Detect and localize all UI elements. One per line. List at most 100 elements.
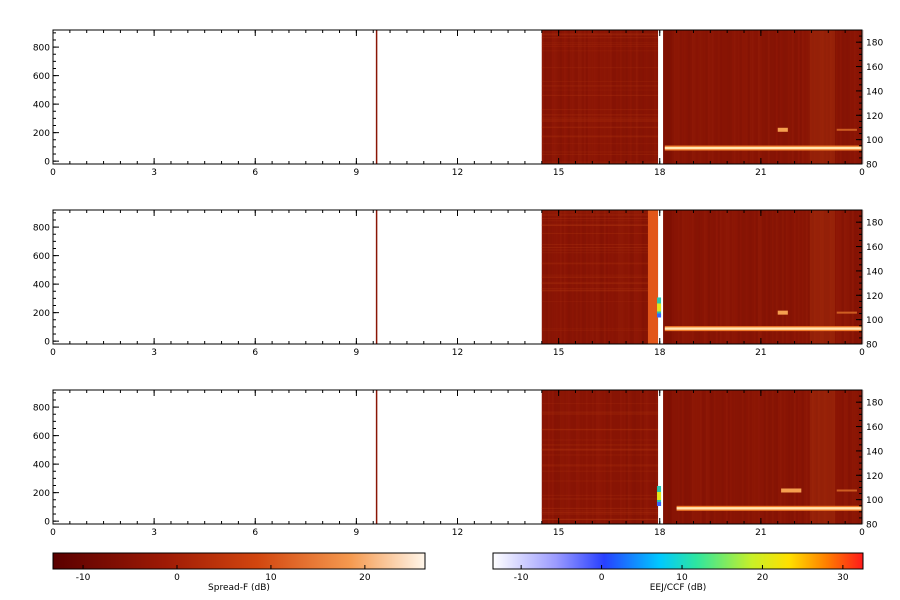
y-right-tick-label: 100 [866,496,883,506]
heatmap-texture [541,444,659,446]
heatmap-texture [637,390,640,524]
heatmap-texture [762,30,764,164]
heatmap-texture [637,210,640,344]
heatmap-texture [565,30,568,164]
heatmap-texture [686,30,688,164]
heatmap-texture [557,390,560,524]
heatmap-texture [553,210,556,344]
heatmap-texture [749,210,752,344]
x-tick-label: 15 [553,168,564,178]
heatmap-texture [675,30,678,164]
heatmap-texture [663,30,672,164]
heatmap-texture [541,153,659,155]
colorbar-label: Spread-F (dB) [208,583,270,593]
heatmap-texture [775,30,778,164]
heatmap-texture [723,210,726,344]
heatmap-texture [807,210,810,344]
heatmap-texture [541,224,659,226]
heatmap-texture [767,210,770,344]
echo-patch [781,488,802,493]
y-tick-label: 400 [33,101,50,111]
heatmap-texture [861,30,864,164]
heatmap-texture [577,390,580,524]
heatmap-texture [815,30,818,164]
heatmap-texture [825,30,828,164]
heatmap-texture [621,30,624,164]
heatmap-texture [693,390,696,524]
heatmap-texture [821,210,824,344]
heatmap-texture [541,448,659,450]
heatmap-texture [618,390,620,524]
heatmap-texture [549,210,552,344]
heatmap-texture [563,210,566,344]
heatmap-texture [541,498,659,500]
heatmap-texture [553,30,556,164]
heatmap-texture [541,161,659,163]
heatmap-texture [547,390,550,524]
heatmap-texture [795,210,798,344]
heatmap-texture [813,210,816,344]
y-right-tick-label: 100 [866,316,883,326]
heatmap-texture [561,390,564,524]
y-right-tick-label: 180 [866,219,883,229]
heatmap-texture [619,30,622,164]
heatmap-texture [541,117,659,119]
heatmap-texture [809,210,836,344]
heatmap-texture [547,210,550,344]
heatmap-texture [687,390,690,524]
heatmap-texture [685,390,688,524]
heatmap-texture [855,390,858,524]
heatmap-texture [791,30,794,164]
heatmap-texture [633,210,636,344]
echo-patch [777,127,788,132]
heatmap-texture [541,243,659,245]
heatmap-texture [595,390,598,524]
heatmap-texture [801,210,804,344]
heatmap-texture [807,30,810,164]
heatmap-texture [689,30,692,164]
heatmap-texture [769,210,772,344]
heatmap-texture [541,80,659,82]
y-tick-label: 800 [33,224,50,234]
heatmap-texture [623,210,626,344]
heatmap-texture [705,30,708,164]
heatmap-texture [853,390,856,524]
x-tick-label: 12 [452,168,463,178]
heatmap-texture [541,514,659,516]
heatmap-texture [793,30,796,164]
heatmap-texture [754,30,756,164]
heatmap-texture [643,390,646,524]
heatmap-texture [647,30,650,164]
y-right-tick-label: 180 [866,399,883,409]
heatmap-texture [840,390,842,524]
heatmap-texture [727,390,730,524]
heatmap-texture [639,30,642,164]
heatmap-texture [679,30,682,164]
heatmap-texture [839,210,842,344]
heatmap-texture [541,464,659,466]
heatmap-texture [707,210,710,344]
heatmap-texture [691,390,694,524]
heatmap-texture [653,30,656,164]
heatmap-texture [785,390,788,524]
x-tick-label: 0 [50,528,56,538]
heatmap-texture [635,30,638,164]
heatmap-texture [703,210,706,344]
heatmap-texture [541,44,659,46]
heatmap-texture [709,30,712,164]
x-tick-label: 3 [151,528,157,538]
heatmap-texture [541,211,659,213]
heatmap-texture [811,390,814,524]
heatmap-texture [746,390,748,524]
heatmap-texture [700,210,702,344]
y-right-tick-label: 160 [866,423,883,433]
heatmap-texture [773,210,776,344]
heatmap-texture [607,30,610,164]
heatmap-texture [577,30,580,164]
heatmap-texture [731,30,734,164]
heatmap-texture [851,210,854,344]
heatmap-texture [551,30,554,164]
heatmap-texture [715,210,718,344]
x-tick-label: 21 [755,168,766,178]
